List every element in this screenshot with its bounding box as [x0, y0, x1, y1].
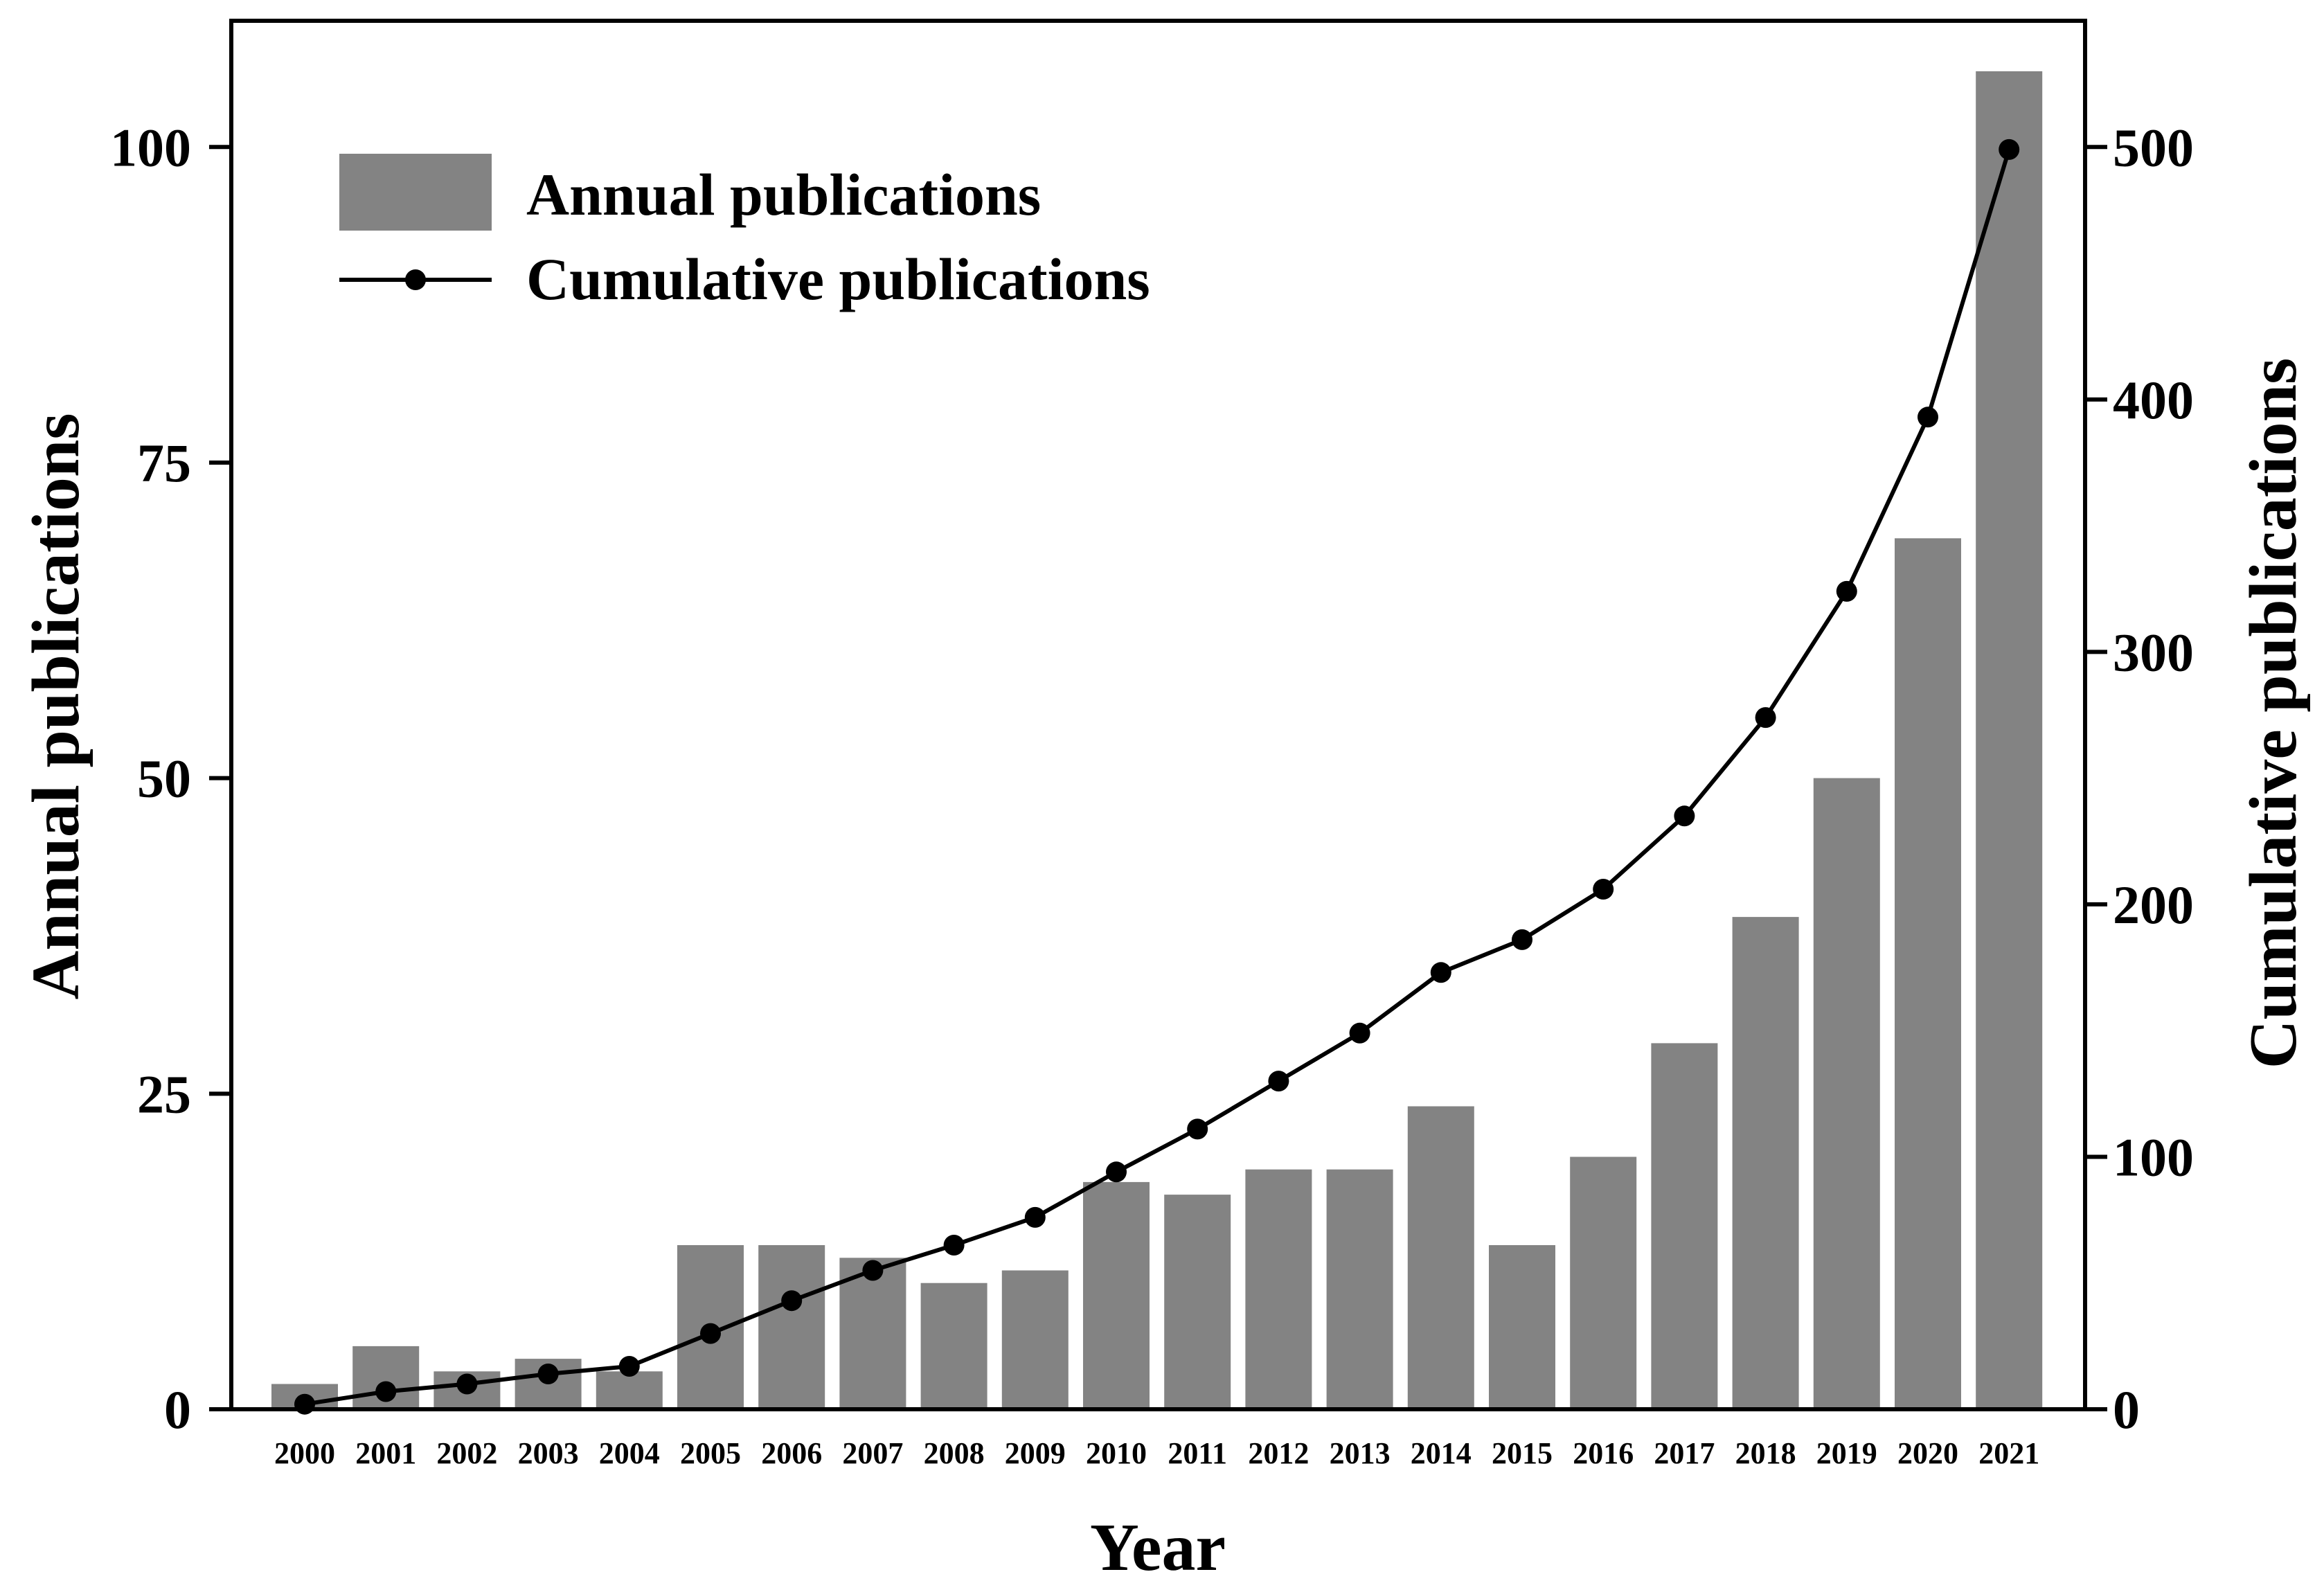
- bar-2014: [1407, 1106, 1474, 1409]
- bar-2020: [1895, 538, 1961, 1409]
- bar-2009: [1001, 1270, 1069, 1409]
- y2-tick-label-100: 100: [2113, 1127, 2194, 1187]
- ticks-layer: 0 25 50 75 100 0 100 200 300 400 500 2000 2001 2002 20…: [110, 117, 2194, 1470]
- cumulative-point-2010: [1106, 1161, 1127, 1183]
- y-tick-label-100: 100: [110, 117, 191, 177]
- y-axis-title: Annual publications: [19, 413, 93, 1000]
- bar-2019: [1813, 778, 1880, 1409]
- x-tick-label-2019: 2019: [1816, 1436, 1877, 1470]
- bar-2017: [1651, 1043, 1718, 1409]
- y2-axis-title: Cumulative publications: [2236, 358, 2311, 1069]
- cumulative-point-2015: [1512, 929, 1532, 950]
- bar-2016: [1570, 1156, 1637, 1409]
- x-tick-label-2015: 2015: [1492, 1436, 1553, 1470]
- x-tick-label-2017: 2017: [1654, 1436, 1715, 1470]
- y2-tick-label-400: 400: [2113, 370, 2194, 430]
- bars-layer: [271, 71, 2043, 1409]
- y-tick-label-75: 75: [137, 433, 191, 493]
- x-tick-label-2011: 2011: [1168, 1436, 1227, 1470]
- x-tick-label-2005: 2005: [680, 1436, 741, 1470]
- cumulative-point-2005: [700, 1323, 721, 1344]
- x-tick-label-2009: 2009: [1005, 1436, 1066, 1470]
- cumulative-point-2018: [1755, 707, 1776, 729]
- cumulative-point-2004: [618, 1356, 640, 1377]
- x-tick-label-2000: 2000: [274, 1436, 335, 1470]
- legend-label-annual: Annual publications: [526, 161, 1041, 228]
- cumulative-point-2016: [1593, 879, 1614, 900]
- bar-2013: [1326, 1169, 1393, 1409]
- cumulative-point-2009: [1024, 1206, 1046, 1228]
- x-tick-label-2007: 2007: [842, 1436, 903, 1470]
- x-tick-label-2018: 2018: [1735, 1436, 1796, 1470]
- x-tick-label-2001: 2001: [355, 1436, 416, 1470]
- cumulative-line-layer: [294, 139, 2020, 1415]
- x-tick-label-2012: 2012: [1248, 1436, 1309, 1470]
- cumulative-point-2012: [1268, 1071, 1289, 1092]
- legend-marker-swatch: [405, 269, 426, 290]
- x-tick-label-2021: 2021: [1978, 1436, 2039, 1470]
- cumulative-point-2007: [862, 1260, 884, 1281]
- bar-2006: [758, 1245, 825, 1409]
- y2-tick-label-500: 500: [2113, 117, 2194, 177]
- x-tick-label-2004: 2004: [599, 1436, 660, 1470]
- y2-tick-label-0: 0: [2113, 1379, 2140, 1440]
- legend: Annual publications Cumulative publicati…: [339, 154, 1150, 312]
- cumulative-point-2002: [456, 1373, 478, 1395]
- cumulative-point-2006: [781, 1290, 803, 1312]
- bar-2012: [1245, 1169, 1312, 1409]
- bar-2015: [1489, 1245, 1555, 1409]
- x-tick-label-2006: 2006: [761, 1436, 822, 1470]
- y2-tick-label-200: 200: [2113, 875, 2194, 935]
- x-tick-label-2008: 2008: [924, 1436, 985, 1470]
- x-tick-label-2014: 2014: [1411, 1436, 1472, 1470]
- x-tick-label-2016: 2016: [1573, 1436, 1634, 1470]
- x-axis-title: Year: [1090, 1510, 1226, 1581]
- x-tick-label-2002: 2002: [436, 1436, 497, 1470]
- cumulative-point-2011: [1187, 1118, 1208, 1140]
- bar-2018: [1732, 917, 1799, 1409]
- bar-2007: [839, 1258, 906, 1409]
- y2-tick-label-300: 300: [2113, 622, 2194, 682]
- cumulative-line: [304, 149, 2012, 1406]
- legend-label-cumulative: Cumulative publications: [526, 246, 1150, 312]
- y-tick-label-0: 0: [164, 1379, 191, 1440]
- bar-2008: [920, 1283, 987, 1409]
- bar-2004: [596, 1371, 663, 1409]
- y-tick-label-50: 50: [137, 749, 191, 809]
- cumulative-point-2013: [1349, 1022, 1370, 1044]
- x-tick-label-2020: 2020: [1897, 1436, 1958, 1470]
- cumulative-point-2003: [537, 1364, 559, 1384]
- cumulative-point-2020: [1918, 407, 1938, 428]
- x-tick-label-2013: 2013: [1330, 1436, 1391, 1470]
- cumulative-point-2001: [375, 1381, 397, 1402]
- cumulative-point-2019: [1836, 580, 1857, 602]
- cumulative-point-2021: [1999, 139, 2020, 160]
- x-tick-label-2010: 2010: [1086, 1436, 1147, 1470]
- bar-2021: [1976, 71, 2043, 1409]
- cumulative-point-2014: [1430, 962, 1451, 983]
- legend-bar-swatch: [339, 154, 492, 231]
- bar-2011: [1164, 1195, 1231, 1409]
- y-tick-label-25: 25: [137, 1064, 191, 1124]
- cumulative-point-2008: [943, 1235, 965, 1256]
- plot-frame: [229, 19, 2087, 1411]
- x-tick-label-2003: 2003: [518, 1436, 579, 1470]
- cumulative-point-2000: [294, 1393, 315, 1415]
- bar-2010: [1083, 1181, 1150, 1409]
- cumulative-point-2017: [1674, 805, 1695, 827]
